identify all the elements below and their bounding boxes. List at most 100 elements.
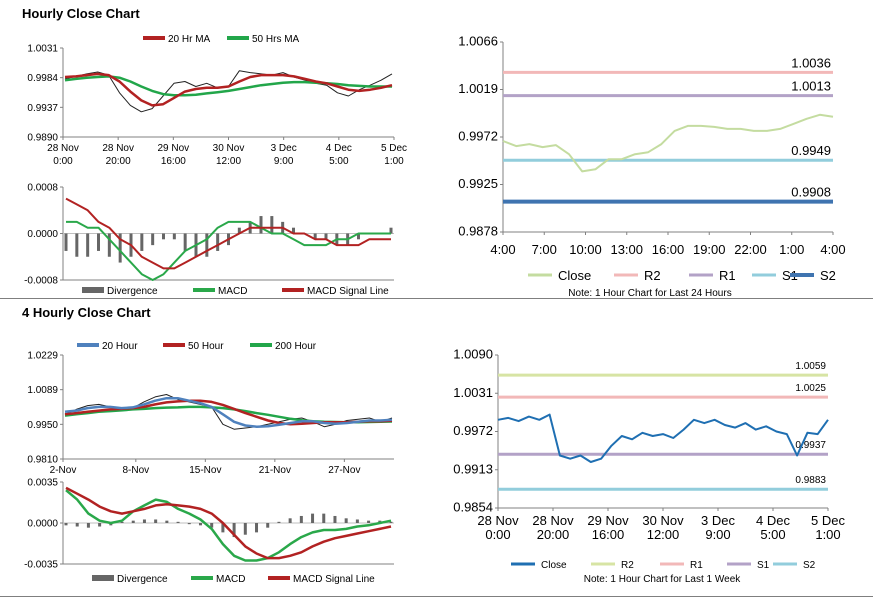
fourh-divergence-bar — [120, 521, 124, 523]
fourh-divergence-bar — [165, 520, 169, 523]
hourly-divergence-bar — [389, 227, 393, 234]
fourh-levels-xtick-label: 28 Nov — [532, 513, 574, 528]
hourly-note: Note: 1 Hour Chart for Last 24 Hours — [568, 288, 731, 299]
fourh-signal-line — [65, 486, 392, 560]
fourh-levels-xtick-label: 1:00 — [815, 527, 840, 542]
hourly-macd-line — [66, 220, 391, 281]
hourly-signal-line — [65, 197, 391, 270]
hourly-divergence-bar — [216, 233, 220, 251]
fourh-divergence-bar — [75, 523, 79, 527]
hourly-macd-ytick-label: 0.0008 — [27, 183, 58, 194]
fourh-divergence-bar — [98, 523, 102, 527]
hourly-divergence-bar — [270, 216, 274, 234]
section-divider — [0, 298, 873, 299]
legend-fourh-s1-label: S1 — [757, 560, 770, 571]
legend-fourh-close-label: Close — [541, 560, 567, 571]
legend-hourly-close-label: Close — [558, 268, 591, 283]
hourly-price-xtick-label: 28 Nov — [47, 143, 79, 154]
legend-divergence-label: Divergence — [107, 286, 158, 297]
fourh-price-ytick-label: 0.9950 — [27, 420, 58, 431]
fourh-divergence-bar — [299, 515, 303, 523]
fourh-divergence-bar — [255, 523, 259, 533]
hourly-divergence-bar — [118, 233, 122, 263]
hourly-price-xtick-label: 16:00 — [161, 156, 186, 167]
legend-macd-signal-label: MACD Signal Line — [307, 286, 389, 297]
fourh-macd-ytick-label: 0.0000 — [27, 519, 58, 530]
legend-fourh-r2-label: R2 — [621, 560, 634, 571]
hourly-divergence-bar — [313, 233, 317, 240]
fourh-levels-ytick-label: 1.0090 — [453, 347, 493, 362]
hourly-level-r1-value: 1.0013 — [791, 79, 831, 94]
hourly-divergence-bar — [75, 233, 79, 257]
hourly-divergence-bar — [237, 227, 241, 234]
fourh-levels-xtick-label: 12:00 — [647, 527, 680, 542]
hourly-divergence-bar — [292, 227, 295, 234]
legend-200-hour-label: 200 Hour — [275, 341, 317, 352]
hourly-levels-ytick-label: 0.9925 — [458, 176, 498, 191]
hourly-price-xtick-label: 29 Nov — [157, 143, 189, 154]
fourh-price-xtick-label: 27-Nov — [328, 465, 360, 476]
fourh-divergence-bar — [232, 523, 236, 538]
fourh-levels-xtick-label: 3 Dec — [701, 513, 735, 528]
legend-50hrs-ma-label: 50 Hrs MA — [252, 34, 300, 45]
hourly-divergence-bar — [324, 233, 328, 240]
hourly-title: Hourly Close Chart — [22, 6, 140, 21]
hourly-macd-ytick-label: -0.0008 — [24, 276, 58, 287]
hourly-levels-xtick-label: 10:00 — [569, 242, 602, 257]
hourly-macd-ytick-label: 0.0000 — [27, 229, 58, 240]
hourly-price-xtick-label: 20:00 — [106, 156, 131, 167]
hourly-levels-xtick-label: 4:00 — [490, 242, 515, 257]
hourly-divergence-bar — [162, 233, 165, 240]
fourh-divergence-bar — [187, 523, 191, 525]
hourly-price-xtick-label: 30 Nov — [213, 143, 245, 154]
fourh-levels-xtick-label: 20:00 — [537, 527, 570, 542]
fourh-levels-xtick-label: 5 Dec — [811, 513, 845, 528]
hourly-levels-ytick-label: 1.0066 — [458, 34, 498, 49]
fourh-divergence-bar — [142, 519, 146, 523]
fourh-divergence-bar — [355, 519, 359, 523]
legend-20-hour-label: 20 Hour — [102, 341, 138, 352]
fourh-macd-ytick-label: -0.0035 — [24, 560, 58, 571]
hourly-level-r2-value: 1.0036 — [791, 55, 831, 70]
legend-macd-label: MACD — [218, 286, 247, 297]
legend-fourh-macd-label: MACD — [216, 574, 245, 585]
fourh-divergence-bar — [266, 523, 270, 528]
fourh-levels-ytick-label: 0.9972 — [453, 423, 493, 438]
fourh-divergence-bar — [322, 513, 326, 523]
hourly-price-ytick-label: 1.0031 — [27, 44, 58, 55]
fourh-levels-xtick-label: 5:00 — [760, 527, 785, 542]
fourh-levels-ytick-label: 1.0031 — [453, 385, 493, 400]
fourh-levels-xtick-label: 28 Nov — [477, 513, 519, 528]
fourh-level-s2-value: 0.9883 — [795, 475, 826, 486]
hourly-price-xtick-label: 0:00 — [53, 156, 73, 167]
legend-hourly-r1-label: R1 — [719, 268, 736, 283]
hourly-price-xtick-label: 5 Dec — [381, 143, 407, 154]
hourly-price-xtick-label: 4 Dec — [326, 143, 352, 154]
hourly-20-ma-line — [64, 72, 393, 107]
hourly-close-line — [502, 113, 834, 173]
hourly-divergence-bar — [205, 233, 209, 257]
hourly-divergence-bar — [97, 233, 100, 251]
fourh-note: Note: 1 Hour Chart for Last 1 Week — [584, 574, 742, 585]
hourly-level-s1-value: 0.9949 — [791, 143, 831, 158]
legend-hourly-s1-label: S1 — [782, 268, 798, 283]
legend-fourh-macd-signal-label: MACD Signal Line — [293, 574, 375, 585]
hourly-price-xtick-label: 5:00 — [329, 156, 349, 167]
fourh-price-xtick-label: 15-Nov — [189, 465, 221, 476]
fourh-divergence-bar — [389, 521, 393, 523]
four-hourly-title: 4 Hourly Close Chart — [22, 305, 151, 320]
hourly-price-xtick-label: 12:00 — [216, 156, 241, 167]
hourly-50-ma-line — [64, 75, 392, 97]
fourh-price-xtick-label: 8-Nov — [122, 465, 149, 476]
hourly-divergence-bar — [172, 233, 176, 240]
fourh-levels-xtick-label: 29 Nov — [587, 513, 629, 528]
legend-hourly-s2-label: S2 — [820, 268, 836, 283]
fourh-divergence-bar — [311, 513, 315, 523]
hourly-divergence-bar — [64, 233, 68, 251]
fourh-levels-xtick-label: 0:00 — [485, 527, 510, 542]
hourly-price-xtick-label: 3 Dec — [271, 143, 297, 154]
fourh-price-ytick-label: 0.9810 — [27, 455, 58, 466]
hourly-levels-xtick-label: 4:00 — [820, 242, 845, 257]
hourly-levels-xtick-label: 19:00 — [693, 242, 726, 257]
